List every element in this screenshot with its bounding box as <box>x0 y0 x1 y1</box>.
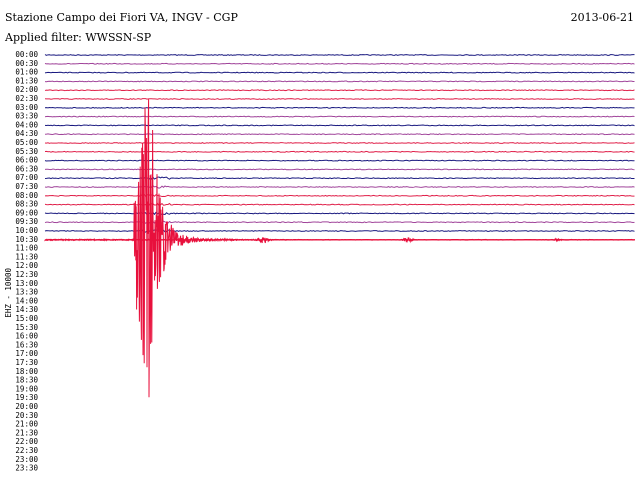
row-label: 22:30 <box>15 446 38 455</box>
trace <box>44 211 635 216</box>
row-label: 16:30 <box>15 340 38 349</box>
row-label: 09:00 <box>15 208 38 217</box>
row-label: 01:30 <box>15 76 38 85</box>
trace <box>44 168 635 171</box>
station-title: Stazione Campo dei Fiori VA, INGV - CGP <box>5 11 238 24</box>
row-label: 10:30 <box>15 235 38 244</box>
row-label: 20:30 <box>15 411 38 420</box>
row-label: 06:30 <box>15 164 38 173</box>
row-label: 00:30 <box>15 59 38 68</box>
trace <box>44 89 635 92</box>
row-label: 19:00 <box>15 384 38 393</box>
row-label: 05:00 <box>15 138 38 147</box>
trace <box>44 193 635 198</box>
row-label: 22:00 <box>15 437 38 446</box>
row-label: 12:30 <box>15 270 38 279</box>
row-label: 17:30 <box>15 358 38 367</box>
row-label: 18:30 <box>15 376 38 385</box>
row-label: 04:00 <box>15 120 38 129</box>
row-label: 11:00 <box>15 244 38 253</box>
row-label: 04:30 <box>15 129 38 138</box>
trace <box>44 54 635 56</box>
trace <box>44 133 635 136</box>
row-label: 07:30 <box>15 182 38 191</box>
row-label: 09:30 <box>15 217 38 226</box>
row-label: 08:30 <box>15 200 38 209</box>
row-label: 03:30 <box>15 112 38 121</box>
trace <box>44 71 635 74</box>
row-label: 14:00 <box>15 296 38 305</box>
row-label: 12:00 <box>15 261 38 270</box>
event-trace <box>44 99 635 398</box>
trace <box>44 202 635 207</box>
trace <box>44 185 635 189</box>
row-label: 07:00 <box>15 173 38 182</box>
trace <box>44 220 635 225</box>
row-label: 02:00 <box>15 85 38 94</box>
row-label: 15:30 <box>15 323 38 332</box>
filter: Applied filter: WWSSN-SP <box>4 31 152 44</box>
row-label: 23:00 <box>15 455 38 464</box>
row-label: 18:00 <box>15 367 38 376</box>
trace <box>44 142 635 144</box>
row-label: 03:00 <box>15 103 38 112</box>
row-label: 05:30 <box>15 147 38 156</box>
row-label: 11:30 <box>15 252 38 261</box>
row-label: 21:30 <box>15 428 38 437</box>
row-label: 01:00 <box>15 68 38 77</box>
row-label: 20:00 <box>15 402 38 411</box>
trace <box>44 106 635 109</box>
row-label: 16:00 <box>15 332 38 341</box>
row-label: 19:30 <box>15 393 38 402</box>
date: 2013-06-21 <box>571 11 634 24</box>
trace <box>44 124 635 127</box>
trace <box>44 176 635 180</box>
row-label: 14:30 <box>15 305 38 314</box>
row-label: 10:00 <box>15 226 38 235</box>
row-label: 06:00 <box>15 156 38 165</box>
row-label: 17:00 <box>15 349 38 358</box>
trace <box>44 150 635 153</box>
row-label: 02:30 <box>15 94 38 103</box>
row-label: 00:00 <box>15 50 38 59</box>
trace <box>44 159 635 162</box>
row-label: 15:00 <box>15 314 38 323</box>
trace <box>44 115 635 118</box>
trace <box>44 98 635 100</box>
row-label: 13:30 <box>15 288 38 297</box>
row-label: 08:00 <box>15 191 38 200</box>
row-label: 23:30 <box>15 464 38 473</box>
trace <box>44 80 635 83</box>
row-label: 13:00 <box>15 279 38 288</box>
channel-label: EHZ - 10000 <box>4 268 13 318</box>
trace <box>44 62 635 65</box>
row-label: 21:00 <box>15 420 38 429</box>
